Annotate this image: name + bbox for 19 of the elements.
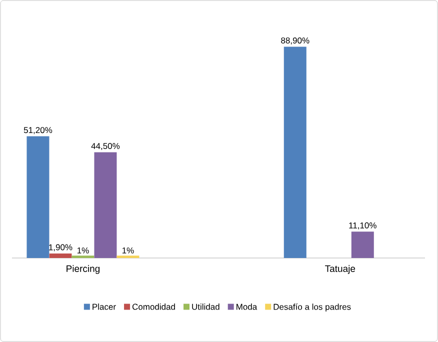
data-label: 88,90% [281, 37, 310, 44]
x-tick-label: Tatuaje [325, 265, 356, 274]
data-label: 1% [122, 247, 134, 254]
legend-label: Desafío a los padres [274, 304, 351, 312]
data-label: 1,90% [49, 244, 72, 252]
bar [49, 253, 72, 258]
legend-label: Comodidad [132, 304, 175, 310]
data-label: 1% [77, 247, 89, 254]
bar [284, 46, 306, 258]
bar [94, 152, 117, 258]
x-tick-label: Piercing [66, 265, 100, 274]
data-label: 51,20% [24, 127, 52, 134]
bar [351, 232, 374, 258]
legend-label: Placer [92, 304, 116, 310]
legend-label: Utilidad [192, 304, 220, 310]
data-label: 44,50% [91, 143, 120, 150]
bar [26, 136, 50, 258]
legend-label: Moda [236, 304, 258, 310]
data-label: 11,10% [349, 222, 376, 230]
